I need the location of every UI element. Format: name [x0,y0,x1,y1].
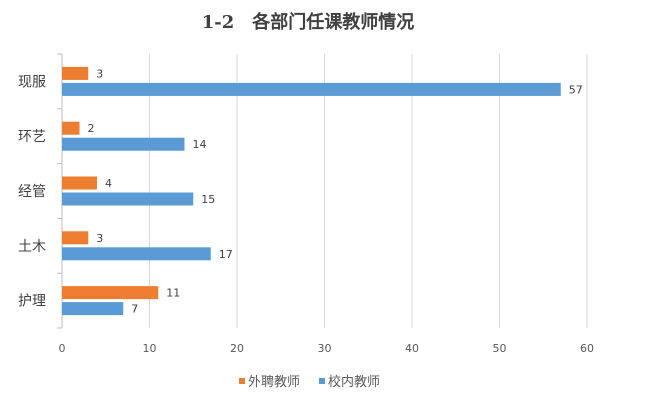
chart-title: 1-2 各部门任课教师情况 [202,11,415,33]
x-tick-label: 40 [405,342,419,355]
legend: 外聘教师 校内教师 [239,374,380,390]
legend-swatch [239,378,245,384]
data-label: 57 [569,83,583,96]
bar [62,192,194,206]
data-label: 3 [96,232,103,245]
x-tick-label: 60 [580,342,594,355]
bar [62,66,89,80]
x-tick-label: 50 [493,342,507,355]
category-label: 环艺 [18,129,46,145]
bars [62,66,561,316]
category-axis [57,53,63,329]
data-label: 14 [193,138,207,151]
bar [62,231,89,245]
bar [62,247,211,261]
bar [62,121,80,135]
legend-label: 外聘教师 [248,374,300,390]
data-label: 11 [166,287,180,300]
bar [62,82,561,96]
x-tick-label: 0 [59,342,66,355]
data-label: 3 [96,67,103,80]
data-label: 15 [201,193,215,206]
data-label: 4 [105,177,112,190]
data-label: 17 [219,248,233,261]
category-label: 土木 [18,239,46,255]
bar [62,302,124,316]
x-tick-label: 20 [230,342,244,355]
x-tick-label: 30 [318,342,332,355]
legend-label: 校内教师 [328,374,380,390]
category-label: 护理 [18,294,46,310]
bar [62,137,185,151]
bar [62,176,97,190]
labels: 0 10 20 30 40 50 60 现服 3 57 环艺 2 14 经管 4 15 土木 3 17 护理 11 7 [18,67,594,355]
category-label: 经管 [18,184,46,200]
bar [62,286,159,300]
legend-swatch [319,378,325,384]
x-tick-label: 10 [143,342,157,355]
gridlines [149,54,588,328]
category-label: 现服 [18,74,46,90]
data-label: 7 [131,303,138,316]
data-label: 2 [88,122,95,135]
